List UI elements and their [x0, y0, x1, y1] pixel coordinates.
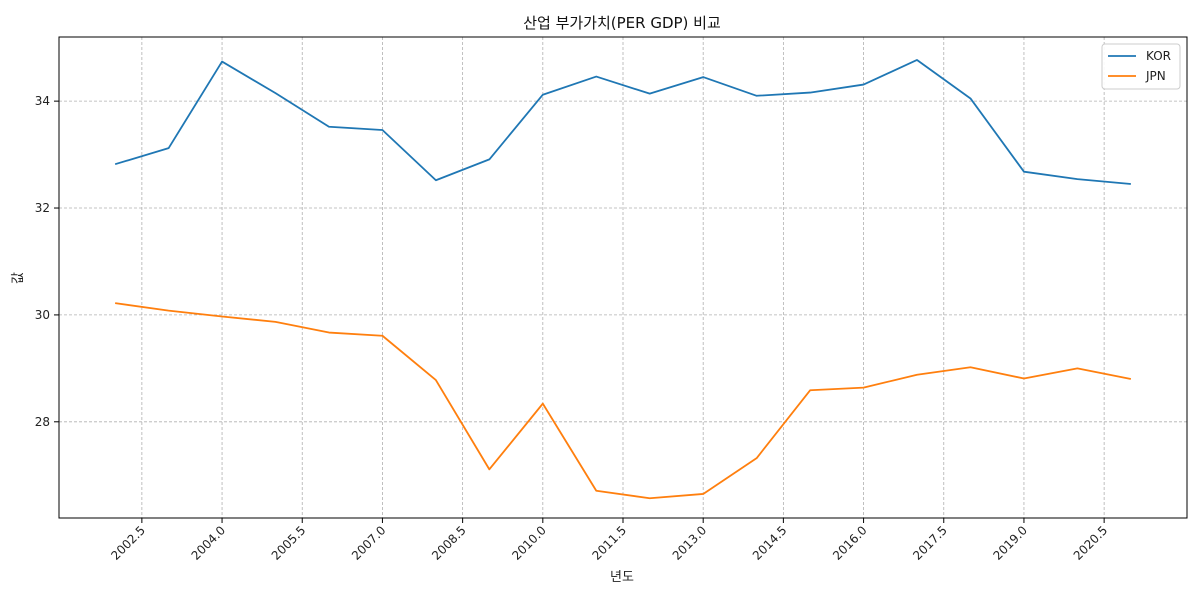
y-tick-label: 28 — [35, 415, 50, 429]
chart-title: 산업 부가가치(PER GDP) 비교 — [523, 14, 721, 32]
series-line-jpn — [115, 302, 1132, 500]
series-lines — [114, 59, 1132, 500]
grid-lines — [59, 37, 1187, 518]
legend-label-jpn: JPN — [1145, 69, 1166, 83]
y-tick-label: 32 — [35, 201, 50, 215]
legend-label-kor: KOR — [1146, 49, 1171, 63]
series-line-kor — [114, 59, 1131, 185]
x-axis-title: 년도 — [610, 570, 634, 585]
y-tick-label: 34 — [35, 94, 50, 108]
legend: KOR JPN — [1101, 43, 1181, 90]
y-tick-label: 30 — [35, 308, 50, 322]
y-axis-title: 값 — [11, 272, 26, 284]
